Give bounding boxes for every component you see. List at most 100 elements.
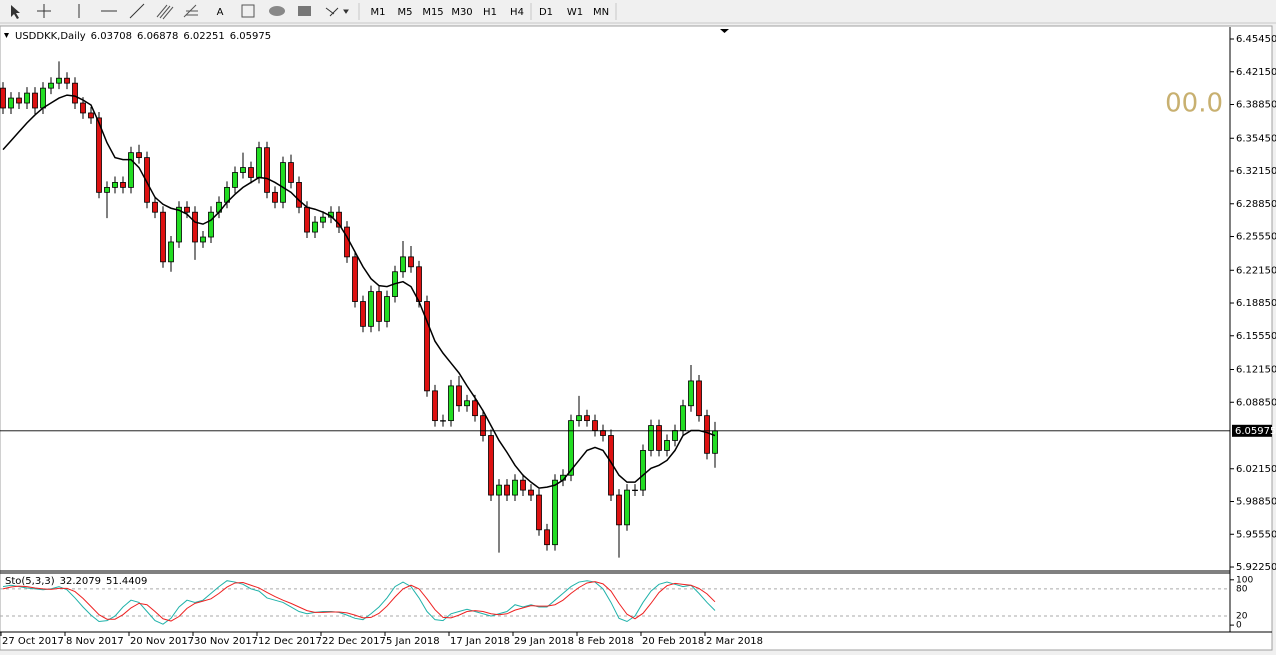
x-tick-label: 30 Nov 2017 — [194, 636, 258, 647]
candle-body — [448, 385, 454, 422]
candle-body — [480, 415, 486, 436]
candle-body — [512, 479, 518, 496]
candle-body — [248, 167, 254, 178]
candle-body — [704, 415, 710, 454]
shapes-menu[interactable] — [325, 7, 349, 17]
candle-body — [600, 430, 606, 436]
candle-body — [584, 415, 590, 422]
toolbar: A — [0, 0, 1276, 24]
stochastic-line — [2, 580, 716, 625]
x-tick-label: 27 Oct 2017 — [2, 636, 64, 647]
x-tick-label: 29 Jan 2018 — [514, 636, 574, 647]
y-tick-label: 6.35450 — [1236, 133, 1276, 144]
y-tick-label: 5.98850 — [1236, 497, 1276, 508]
y-tick-label: 6.15550 — [1236, 331, 1276, 342]
stochastic-line — [2, 581, 716, 622]
candle-body — [192, 211, 198, 243]
candle-body — [400, 256, 406, 273]
candle-body — [304, 206, 310, 233]
y-tick-label: 6.32150 — [1236, 166, 1276, 177]
channel-tool[interactable] — [156, 4, 174, 20]
rect-tool[interactable] — [298, 6, 311, 16]
label-tool[interactable] — [241, 4, 255, 18]
ellipse-tool[interactable] — [269, 6, 285, 16]
candle-body — [376, 291, 382, 322]
candle-body — [576, 415, 582, 422]
current-price-box — [1232, 424, 1272, 437]
candle-body — [0, 87, 6, 109]
x-tick-label: 12 Dec 2017 — [258, 636, 322, 647]
candle-body — [56, 77, 62, 84]
candle-body — [120, 182, 126, 188]
candle-body — [384, 296, 390, 322]
candle-body — [96, 117, 102, 193]
candle-body — [520, 479, 526, 491]
candle-body — [456, 385, 462, 407]
candle-body — [424, 301, 430, 392]
x-tick-label: 20 Nov 2017 — [130, 636, 194, 647]
indicator-title: Sto(5,3,3) — [5, 576, 55, 587]
y-tick-label: 20 — [1236, 612, 1248, 622]
current-price-label: 6.05975 — [1235, 426, 1276, 437]
y-tick-label: 6.38850 — [1236, 100, 1276, 111]
chart-title: USDDKK,Daily — [15, 31, 86, 42]
candle-body — [592, 420, 598, 431]
symbol-marker — [4, 33, 9, 38]
candle-body — [160, 211, 166, 263]
crosshair-tool[interactable] — [37, 4, 51, 18]
y-tick-label: 100 — [1236, 575, 1253, 585]
timeframe-button[interactable]: H1 — [483, 7, 497, 18]
candle-body — [552, 479, 558, 546]
annotation: 00.0 — [1165, 89, 1223, 119]
candle-body — [16, 97, 22, 104]
candle-body — [336, 211, 342, 228]
candle-body — [440, 420, 446, 422]
x-tick-label: 17 Jan 2018 — [450, 636, 510, 647]
y-tick-label: 5.92250 — [1236, 562, 1276, 573]
timeframe-button[interactable]: W1 — [567, 7, 583, 18]
candle-body — [40, 87, 46, 109]
timeframe-button[interactable]: M30 — [451, 7, 472, 18]
candle-body — [280, 162, 286, 203]
y-tick-label: 5.95550 — [1236, 529, 1276, 540]
timeframe-button[interactable]: H4 — [510, 7, 524, 18]
candle-body — [648, 425, 654, 451]
candle-body — [664, 440, 670, 451]
text-tool[interactable]: A — [217, 7, 224, 18]
candle-body — [344, 226, 350, 258]
candle-body — [136, 152, 142, 159]
candle-body — [680, 405, 686, 431]
candle-body — [264, 147, 270, 193]
candle-body — [144, 157, 150, 203]
x-tick-label: 2 Mar 2018 — [706, 636, 763, 647]
indicator-value: 32.2079 — [60, 576, 101, 587]
candle-body — [368, 291, 374, 327]
candle-body — [88, 112, 94, 119]
cursor-tool[interactable] — [11, 5, 20, 19]
y-tick-label: 6.18850 — [1236, 298, 1276, 309]
x-tick-label: 5 Jan 2018 — [386, 636, 440, 647]
candle-body — [656, 425, 662, 451]
timeframe-button[interactable]: M1 — [371, 7, 386, 18]
candle-body — [32, 92, 38, 109]
timeframe-button[interactable]: M15 — [422, 7, 443, 18]
candle-body — [256, 147, 262, 178]
x-tick-label: 20 Feb 2018 — [642, 636, 704, 647]
timeframe-button[interactable]: MN — [593, 7, 609, 18]
timeframe-button[interactable]: D1 — [539, 7, 553, 18]
trendline-tool[interactable] — [129, 3, 145, 19]
timeframe-button[interactable]: M5 — [398, 7, 413, 18]
candle-body — [672, 430, 678, 441]
candle-body — [232, 172, 238, 188]
candle-body — [688, 380, 694, 407]
candle-body — [152, 201, 158, 213]
candle-body — [464, 400, 470, 407]
candle-body — [504, 484, 510, 496]
candle-body — [696, 380, 702, 417]
candle-body — [352, 256, 358, 302]
candle-body — [640, 450, 646, 491]
fibo-tool[interactable] — [183, 4, 198, 18]
moving-average — [2, 94, 716, 489]
y-tick-label: 6.25550 — [1236, 232, 1276, 243]
candle-body — [496, 484, 502, 496]
